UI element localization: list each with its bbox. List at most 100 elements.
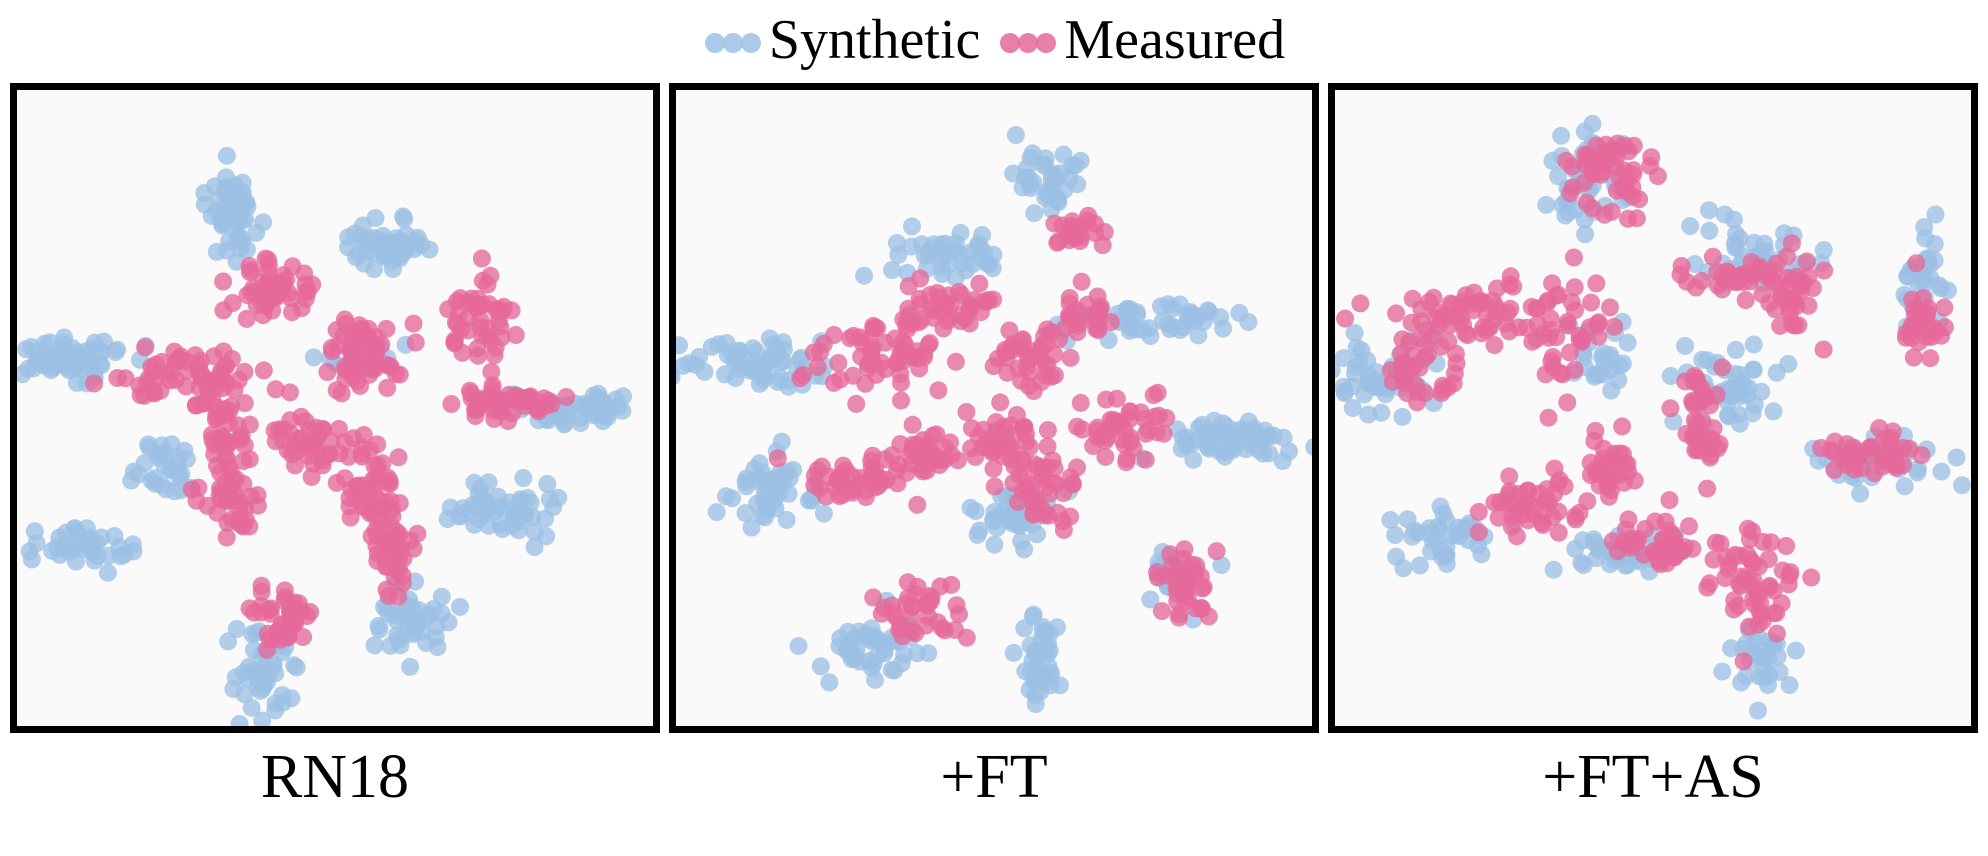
point-measured	[1815, 261, 1834, 280]
point-measured	[985, 477, 1004, 496]
point-synthetic	[1347, 338, 1366, 357]
point-measured	[910, 359, 929, 378]
point-synthetic	[1700, 201, 1718, 220]
point-synthetic	[774, 333, 793, 352]
point-measured	[234, 474, 253, 493]
legend: Synthetic Measured	[0, 0, 1988, 80]
point-measured	[214, 272, 233, 291]
point-synthetic	[82, 357, 101, 375]
point-synthetic	[465, 515, 484, 534]
point-measured	[1187, 556, 1206, 575]
point-measured	[1456, 286, 1475, 305]
point-measured	[957, 403, 976, 421]
point-measured	[1582, 293, 1601, 312]
point-measured	[1518, 481, 1537, 500]
point-measured	[1463, 301, 1482, 320]
point-measured	[1613, 417, 1632, 436]
point-measured	[1660, 491, 1679, 510]
point-measured	[1684, 395, 1703, 414]
point-measured	[1687, 369, 1706, 388]
point-synthetic	[717, 487, 735, 506]
point-measured	[218, 513, 237, 532]
point-synthetic	[1749, 701, 1767, 720]
point-synthetic	[1410, 556, 1429, 575]
point-measured	[1558, 393, 1577, 412]
point-measured	[445, 334, 464, 353]
point-synthetic	[984, 245, 1003, 264]
point-measured	[1754, 532, 1773, 551]
point-synthetic	[1909, 274, 1928, 293]
point-measured	[275, 581, 294, 600]
point-measured	[935, 450, 954, 469]
point-measured	[1082, 306, 1101, 325]
point-synthetic	[1141, 590, 1160, 609]
point-measured	[85, 374, 104, 393]
point-synthetic	[1359, 405, 1378, 424]
point-measured	[1734, 652, 1753, 671]
point-synthetic	[598, 407, 617, 426]
point-synthetic	[525, 523, 544, 541]
point-measured	[1602, 202, 1621, 221]
point-measured	[892, 391, 910, 410]
point-measured	[1016, 465, 1035, 484]
point-measured	[1687, 278, 1705, 297]
point-synthetic	[1594, 344, 1613, 363]
point-measured	[329, 336, 348, 355]
point-synthetic	[772, 432, 791, 451]
series-measured	[768, 206, 1226, 647]
point-measured	[1902, 320, 1920, 339]
point-measured	[1576, 145, 1595, 164]
point-measured	[217, 528, 236, 547]
point-synthetic	[1048, 618, 1066, 637]
point-synthetic	[219, 632, 238, 651]
point-measured	[1207, 542, 1226, 561]
point-synthetic	[98, 563, 117, 582]
point-synthetic	[676, 366, 679, 380]
point-synthetic	[1752, 382, 1771, 401]
point-synthetic	[401, 657, 420, 676]
point-synthetic	[1023, 144, 1042, 163]
point-measured	[898, 573, 917, 592]
point-measured	[301, 603, 320, 621]
point-measured	[151, 381, 170, 400]
point-measured	[358, 335, 377, 354]
point-synthetic	[253, 711, 272, 726]
point-measured	[337, 314, 356, 333]
point-synthetic	[1576, 225, 1595, 244]
point-measured	[506, 326, 525, 344]
point-synthetic	[811, 657, 830, 676]
point-measured	[136, 338, 155, 357]
point-measured	[258, 624, 277, 643]
point-synthetic	[424, 600, 443, 619]
point-measured	[439, 300, 458, 319]
point-synthetic	[287, 658, 306, 677]
point-measured	[198, 496, 217, 515]
point-measured	[1905, 306, 1924, 324]
point-measured	[1163, 555, 1182, 574]
point-synthetic	[1755, 648, 1774, 667]
point-synthetic	[1024, 605, 1043, 624]
point-measured	[235, 436, 254, 455]
point-synthetic	[1537, 195, 1556, 214]
point-measured	[929, 381, 948, 400]
point-measured	[294, 628, 313, 647]
point-measured	[957, 628, 976, 647]
point-measured	[984, 357, 1003, 376]
point-measured	[768, 449, 787, 468]
point-synthetic	[1274, 428, 1293, 447]
point-synthetic	[984, 510, 1003, 529]
point-synthetic	[54, 333, 73, 352]
point-measured	[1586, 421, 1605, 440]
point-synthetic	[77, 342, 95, 361]
point-synthetic	[205, 177, 224, 196]
point-measured	[1698, 578, 1717, 597]
point-synthetic	[1722, 639, 1741, 658]
point-synthetic	[1273, 452, 1292, 471]
point-measured	[225, 491, 244, 510]
scatter-panel-ft-as	[1328, 83, 1978, 733]
point-synthetic	[883, 261, 902, 279]
point-synthetic	[1685, 255, 1704, 274]
point-measured	[1672, 257, 1691, 275]
point-synthetic	[1768, 647, 1787, 666]
point-measured	[892, 373, 910, 392]
